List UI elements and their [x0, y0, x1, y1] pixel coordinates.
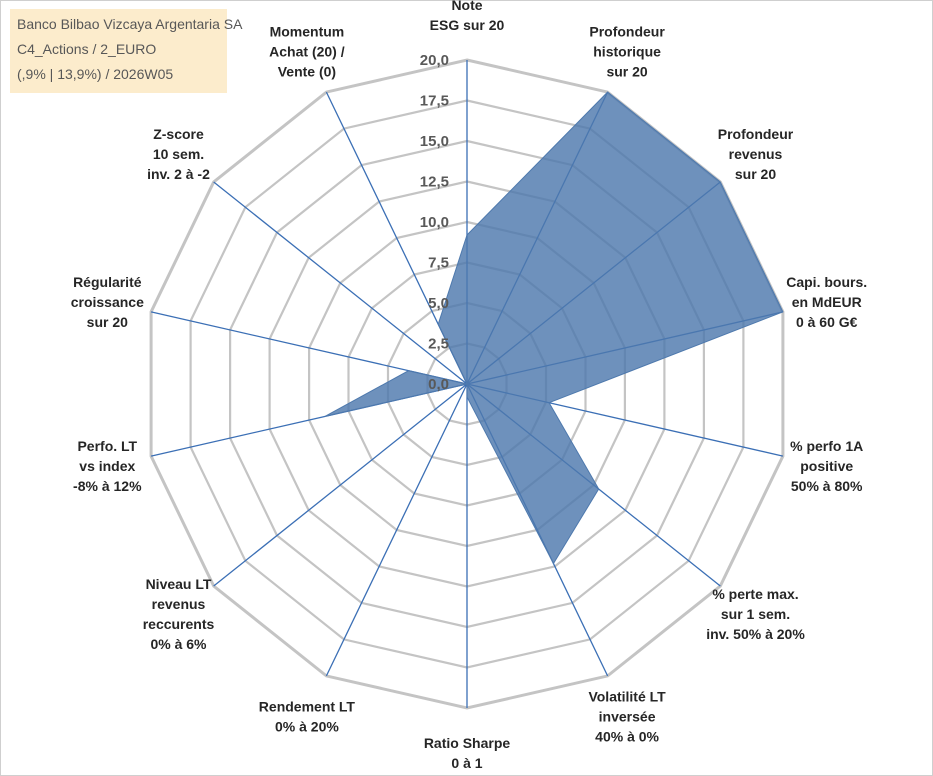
axis-label-line: Vente (0) [278, 64, 336, 80]
axis-label-line: 0% à 6% [150, 636, 207, 652]
axis-label-line: sur 20 [87, 314, 128, 330]
axis-label: Perfo. LT vs index -8% à 12% [73, 438, 142, 494]
axis-label-line: 50% à 80% [791, 478, 863, 494]
axis-label-line: Z-score [153, 126, 204, 142]
axis-label: Note ESG sur 20 [430, 0, 505, 33]
series-area [324, 91, 784, 565]
axis-label-line: Achat (20) / [269, 44, 345, 60]
tick-label: 0,0 [428, 376, 449, 393]
axis-label: Z-score 10 sem. inv. 2 à -2 [147, 126, 210, 182]
radial-tick-labels: 0,0 2,5 5,0 7,5 10,0 12,5 15,0 17,5 20,0 [420, 52, 449, 393]
tick-label: 5,0 [428, 295, 449, 312]
axis-label: Profondeur historique sur 20 [589, 24, 665, 80]
axis-labels: Note ESG sur 20 Profondeur historique sur 20… [71, 0, 867, 771]
axis-label-line: Perfo. LT [77, 438, 137, 454]
axis-label-line: Profondeur [589, 24, 665, 40]
axis-label-line: 0 à 60 G€ [796, 314, 858, 330]
axis-label: Momentum Achat (20) / Vente (0) [269, 24, 345, 80]
axis-label-line: Rendement LT [259, 699, 356, 715]
axis-label: Profondeur revenus sur 20 [718, 126, 794, 182]
axis-label-line: revenus [152, 596, 206, 612]
tick-label: 7,5 [428, 255, 449, 272]
axis-spoke [213, 181, 468, 385]
tick-label: 20,0 [420, 52, 449, 69]
axis-label-line: inversée [599, 709, 656, 725]
axis-spoke [325, 383, 468, 677]
axis-label-line: historique [593, 44, 661, 60]
axis-label-line: reccurents [143, 616, 215, 632]
axis-label-line: vs index [79, 458, 135, 474]
axis-label-line: sur 1 sem. [721, 606, 790, 622]
axis-label-line: inv. 50% à 20% [706, 626, 805, 642]
axis-label: Ratio Sharpe 0 à 1 [424, 735, 511, 771]
axis-label-line: en MdEUR [792, 294, 862, 310]
axis-spoke [213, 383, 468, 587]
axis-label-line: Niveau LT [146, 576, 212, 592]
axis-label-line: positive [800, 458, 853, 474]
axis-label-line: -8% à 12% [73, 478, 142, 494]
axis-label: Niveau LT revenus reccurents 0% à 6% [143, 576, 215, 652]
title-period: (,9% | 13,9%) / 2026W05 [17, 66, 174, 82]
axis-label-line: % perfo 1A [790, 438, 863, 454]
tick-label: 17,5 [420, 93, 449, 110]
axis-label-line: Volatilité LT [588, 689, 666, 705]
axis-label-line: 0% à 20% [275, 719, 339, 735]
tick-label: 12,5 [420, 174, 449, 191]
axis-label-line: Ratio Sharpe [424, 735, 511, 751]
title-category: C4_Actions / 2_EURO [17, 41, 157, 57]
axis-label: Régularité croissance sur 20 [71, 274, 144, 330]
axis-label: Volatilité LT inversée 40% à 0% [588, 689, 666, 745]
axis-label-line: 0 à 1 [451, 755, 482, 771]
axis-label-line: Capi. bours. [786, 274, 867, 290]
axis-label-line: 40% à 0% [595, 729, 659, 745]
tick-label: 2,5 [428, 336, 449, 353]
axis-label-line: sur 20 [606, 64, 647, 80]
axis-label-line: inv. 2 à -2 [147, 166, 210, 182]
title-company: Banco Bilbao Vizcaya Argentaria SA [17, 16, 243, 32]
axis-label-line: Note [451, 0, 482, 13]
axis-label-line: Profondeur [718, 126, 794, 142]
axis-label-line: ESG sur 20 [430, 17, 505, 33]
axis-label-line: croissance [71, 294, 144, 310]
axis-label-line: Régularité [73, 274, 142, 290]
axis-label: Capi. bours. en MdEUR 0 à 60 G€ [786, 274, 867, 330]
radar-series [324, 91, 784, 565]
axis-label: Rendement LT 0% à 20% [259, 699, 356, 735]
axis-label-line: % perte max. [712, 586, 798, 602]
axis-label-line: 10 sem. [153, 146, 204, 162]
tick-label: 10,0 [420, 214, 449, 231]
tick-label: 15,0 [420, 133, 449, 150]
title-box: Banco Bilbao Vizcaya Argentaria SA C4_Ac… [10, 9, 243, 93]
axis-label-line: sur 20 [735, 166, 776, 182]
axis-label-line: revenus [729, 146, 783, 162]
axis-label-line: Momentum [270, 24, 345, 40]
axis-label: % perte max. sur 1 sem. inv. 50% à 20% [706, 586, 805, 642]
axis-label: % perfo 1A positive 50% à 80% [790, 438, 863, 494]
